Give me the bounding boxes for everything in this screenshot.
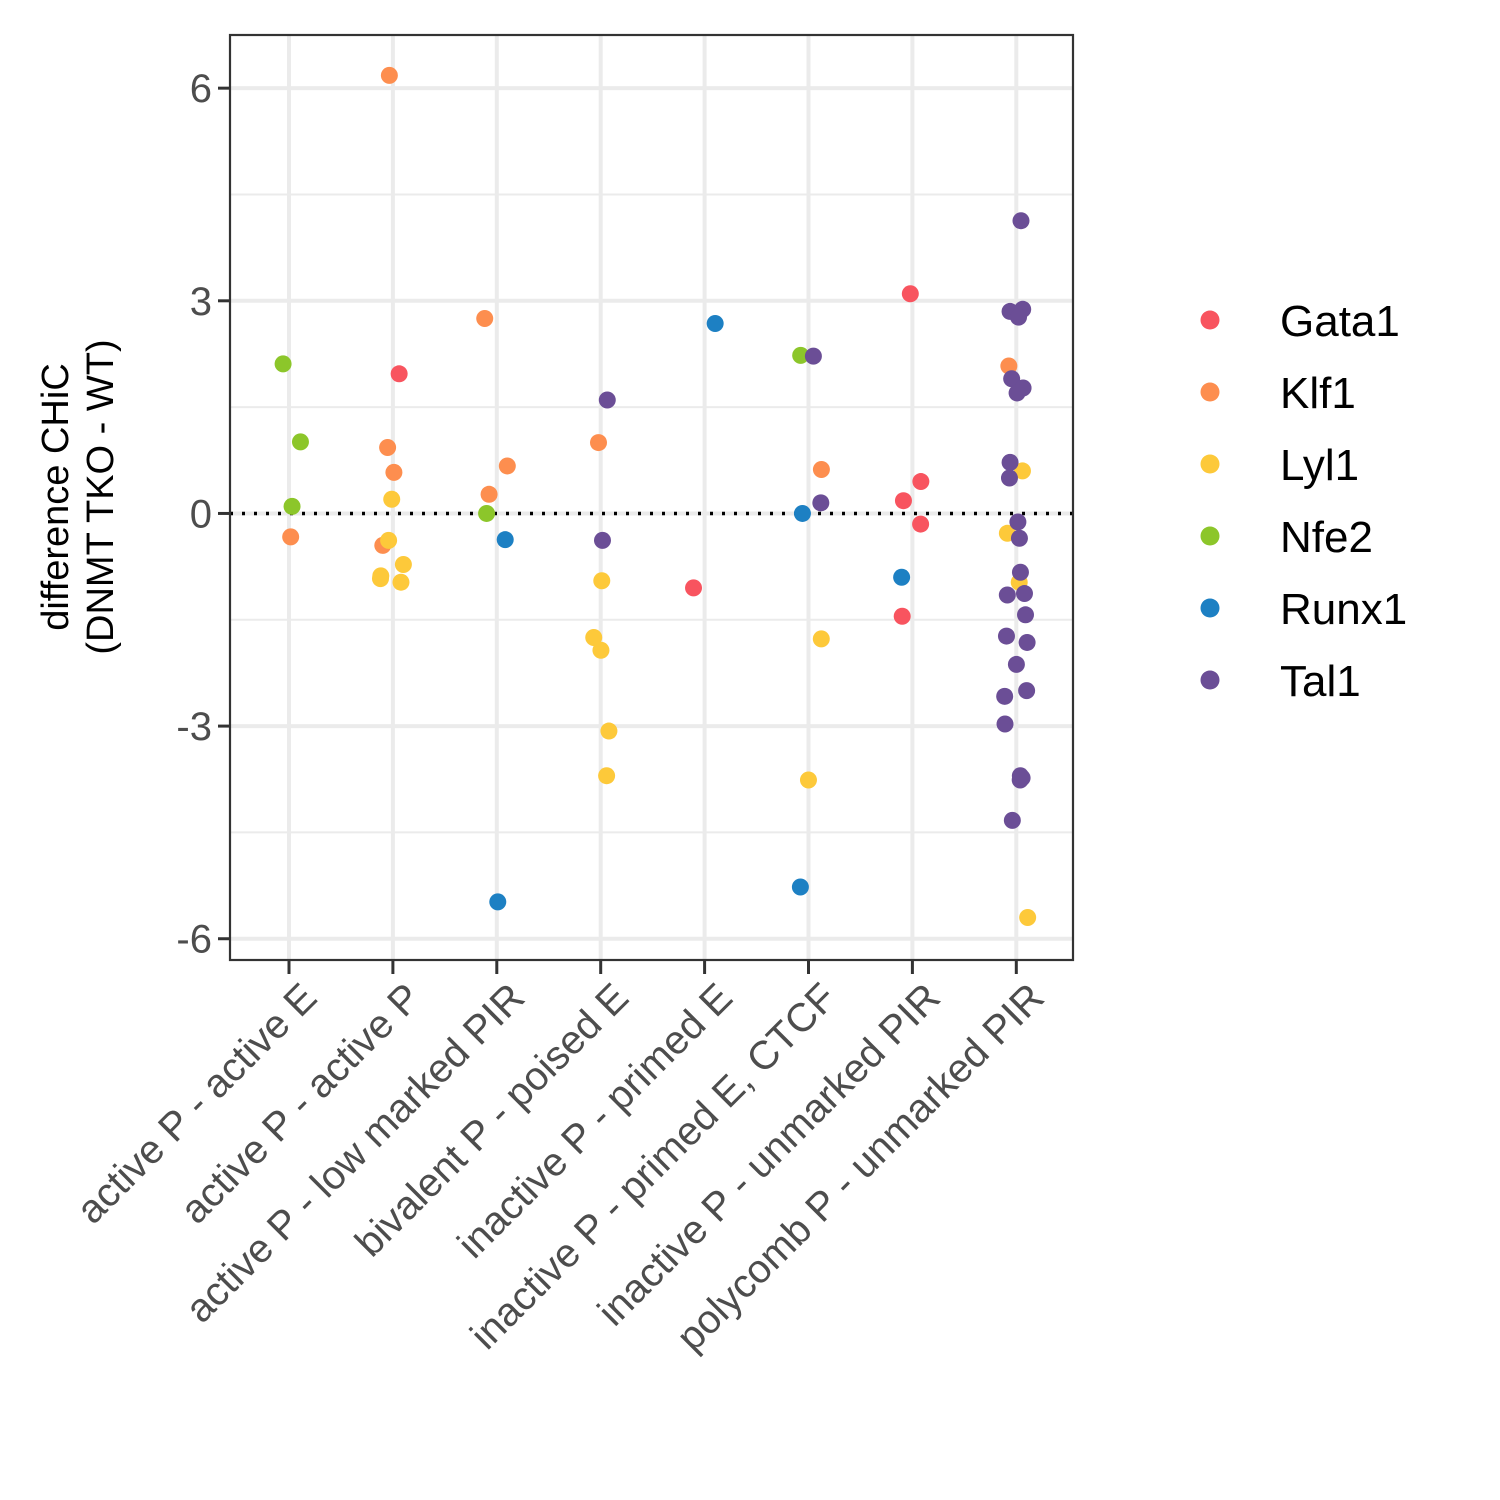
data-point-klf1: [812, 461, 830, 479]
data-point-lyl1: [371, 570, 389, 588]
y-tick-label: 6: [190, 67, 212, 111]
data-point-tal1: [1003, 370, 1021, 388]
data-point-lyl1: [1019, 908, 1037, 926]
legend-item-gata1: Gata1: [1200, 297, 1400, 346]
data-point-tal1: [1018, 682, 1036, 700]
data-point-lyl1: [593, 572, 611, 590]
data-point-tal1: [1015, 585, 1033, 603]
legend-label: Tal1: [1280, 657, 1361, 706]
data-point-lyl1: [585, 628, 603, 646]
data-point-tal1: [1007, 655, 1025, 673]
data-point-tal1: [1011, 563, 1029, 581]
data-point-klf1: [476, 310, 494, 328]
y-tick-label: -3: [176, 705, 212, 749]
legend-item-lyl1: Lyl1: [1200, 441, 1359, 490]
data-point-lyl1: [592, 641, 610, 659]
data-point-nfe2: [274, 355, 292, 373]
data-point-klf1: [589, 434, 607, 452]
data-point-klf1: [1000, 357, 1018, 375]
data-point-gata1: [912, 515, 930, 533]
data-point-tal1: [804, 347, 822, 365]
legend-item-nfe2: Nfe2: [1200, 513, 1373, 562]
data-point-nfe2: [283, 497, 301, 515]
y-axis-title-line-2: (DNMT TKO - WT): [80, 339, 122, 654]
y-axis-title-line-1: difference CHiC: [35, 363, 77, 631]
data-point-runx1: [793, 504, 811, 522]
data-point-gata1: [893, 607, 911, 625]
data-point-tal1: [996, 715, 1014, 733]
data-point-tal1: [1018, 633, 1036, 651]
data-point-tal1: [1010, 529, 1028, 547]
data-point-tal1: [1008, 384, 1026, 402]
y-tick-label: -6: [176, 918, 212, 962]
data-point-tal1: [1012, 212, 1030, 230]
data-point-nfe2: [478, 504, 496, 522]
data-point-klf1: [498, 457, 516, 475]
plot-panel-border: [228, 33, 1075, 962]
data-point-gata1: [912, 473, 930, 491]
legend-key: [1200, 310, 1220, 330]
data-point-tal1: [1001, 453, 1019, 471]
data-point-lyl1: [1013, 462, 1031, 480]
legend-key: [1200, 670, 1220, 690]
data-point-klf1: [385, 463, 403, 481]
data-point-tal1: [1017, 606, 1035, 624]
data-point-klf1: [379, 439, 397, 457]
data-point-klf1: [380, 66, 398, 84]
data-points: [274, 66, 1037, 926]
data-point-gata1: [894, 492, 912, 510]
y-tick-label: 0: [190, 492, 212, 536]
data-point-gata1: [901, 285, 919, 303]
data-point-runx1: [496, 531, 514, 549]
data-point-tal1: [998, 586, 1016, 604]
data-point-lyl1: [799, 771, 817, 789]
data-point-lyl1: [380, 531, 398, 549]
data-point-runx1: [893, 568, 911, 586]
data-point-tal1: [997, 627, 1015, 645]
data-point-lyl1: [383, 490, 401, 508]
legend-label: Lyl1: [1280, 441, 1359, 490]
legend-item-klf1: Klf1: [1200, 369, 1356, 418]
legend-label: Runx1: [1280, 585, 1407, 634]
data-point-runx1: [706, 314, 724, 332]
y-tick-label: 3: [190, 280, 212, 324]
data-point-runx1: [791, 878, 809, 896]
data-point-gata1: [390, 365, 408, 383]
data-point-gata1: [685, 579, 703, 597]
data-point-tal1: [1011, 767, 1029, 785]
data-point-tal1: [1000, 469, 1018, 487]
data-point-tal1: [1010, 308, 1028, 326]
data-point-lyl1: [392, 573, 410, 591]
data-point-runx1: [489, 893, 507, 911]
legend-label: Gata1: [1280, 297, 1400, 346]
data-point-tal1: [1009, 513, 1027, 531]
data-point-lyl1: [394, 555, 412, 573]
legend-key: [1200, 382, 1220, 402]
data-point-nfe2: [792, 346, 810, 364]
legend-item-tal1: Tal1: [1200, 657, 1361, 706]
legend-label: Nfe2: [1280, 513, 1373, 562]
data-point-lyl1: [600, 722, 618, 740]
legend: Gata1 Klf1 Lyl1 Nfe2 Runx1 Tal1: [1200, 297, 1407, 706]
legend-key: [1200, 598, 1220, 618]
legend-item-runx1: Runx1: [1200, 585, 1407, 634]
data-point-tal1: [1003, 811, 1021, 829]
data-point-lyl1: [812, 630, 830, 648]
legend-key: [1200, 454, 1220, 474]
data-point-klf1: [282, 528, 300, 546]
data-point-tal1: [593, 531, 611, 549]
data-point-tal1: [996, 687, 1014, 705]
data-point-tal1: [812, 494, 830, 512]
legend-key: [1200, 526, 1220, 546]
data-point-tal1: [598, 391, 616, 409]
data-point-nfe2: [291, 433, 309, 451]
data-point-klf1: [480, 485, 498, 503]
y-axis-title: difference CHiC (DNMT TKO - WT): [35, 339, 122, 654]
y-axis: -6 -3 0 3 6: [176, 67, 230, 962]
legend-label: Klf1: [1280, 369, 1356, 418]
data-point-lyl1: [598, 767, 616, 785]
